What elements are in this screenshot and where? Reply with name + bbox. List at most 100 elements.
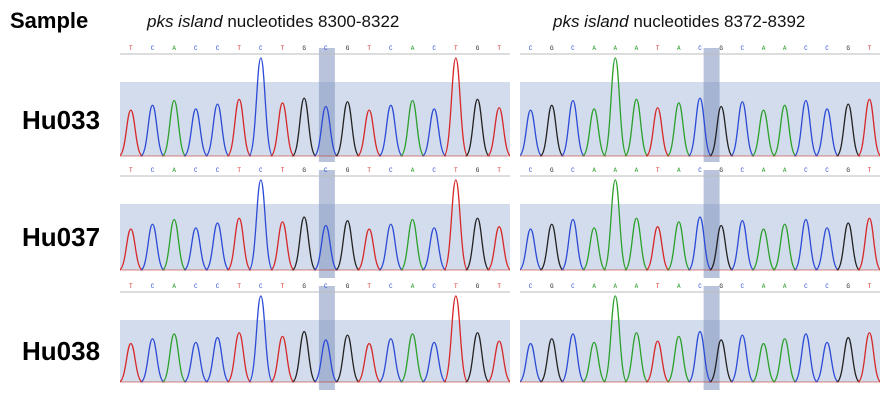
trace-peak	[539, 104, 565, 157]
base-call-letter: T	[454, 167, 458, 174]
quality-band	[520, 204, 880, 270]
trace-peak	[645, 226, 670, 271]
left-panel-title: pks island nucleotides 8300-8322	[147, 12, 399, 32]
trace-peak	[226, 217, 252, 271]
trace-peak	[183, 341, 209, 383]
base-call-letter: C	[432, 283, 436, 290]
trace-peak	[204, 336, 231, 383]
base-call-letter: C	[151, 45, 155, 52]
variant-highlight-column	[703, 48, 720, 164]
trace-peak	[269, 102, 296, 157]
variant-highlight-column	[703, 286, 720, 390]
base-call-letter: A	[411, 45, 415, 52]
base-call-letter: T	[367, 45, 371, 52]
base-call-letter: C	[259, 45, 263, 52]
trace-peak	[624, 98, 649, 157]
base-call-letter: A	[172, 45, 176, 52]
base-call-letter: T	[497, 283, 501, 290]
base-call-letter: A	[613, 167, 617, 174]
base-call-letter: G	[476, 167, 480, 174]
trace-peak	[539, 338, 565, 383]
base-call-letter: G	[550, 167, 554, 174]
base-call-letter: C	[259, 167, 263, 174]
trace-peak	[291, 330, 317, 383]
trace-peak	[857, 98, 880, 157]
sample-label-hu037: Hu037	[22, 222, 101, 252]
base-call-letter: C	[698, 283, 702, 290]
base-call-letter: G	[302, 283, 306, 290]
trace-peak	[248, 295, 274, 383]
trace-peak	[793, 99, 819, 157]
trace-peak	[464, 332, 491, 383]
base-call-letter: G	[550, 283, 554, 290]
trace-peak	[291, 97, 317, 157]
trace-peak	[204, 103, 231, 157]
base-call-letter: C	[324, 45, 328, 52]
trace-peak	[772, 338, 797, 383]
base-call-letter: A	[592, 283, 596, 290]
base-call-letter: A	[677, 45, 681, 52]
trace-peak	[857, 217, 880, 271]
trace-peak	[161, 333, 187, 383]
trace-peak	[520, 342, 543, 383]
trace-peak	[378, 104, 404, 157]
trace-peak	[269, 335, 296, 383]
trace-peak	[666, 221, 692, 271]
trace-peak	[313, 339, 339, 383]
trace-peak	[687, 97, 713, 157]
quality-band	[120, 82, 510, 156]
trace-peak	[183, 108, 209, 157]
trace-peak	[666, 335, 692, 383]
base-call-letter: T	[129, 45, 133, 52]
trace-peak	[708, 224, 734, 271]
base-call-letter: C	[741, 45, 745, 52]
quality-band	[520, 320, 880, 382]
trace-peak	[248, 179, 274, 271]
trace-peak	[581, 108, 607, 157]
trace-peak	[378, 338, 404, 383]
trace-peak	[730, 334, 755, 383]
quality-band	[520, 82, 880, 156]
trace-peak	[708, 339, 734, 383]
trace-peak	[378, 223, 404, 271]
base-call-letter: A	[172, 283, 176, 290]
trace-peak	[139, 104, 166, 157]
trace-peak	[624, 217, 649, 271]
trace-peak	[603, 57, 628, 157]
trace-peak	[645, 107, 670, 157]
base-call-letter: C	[698, 167, 702, 174]
base-call-letter: A	[677, 167, 681, 174]
base-call-letter: C	[151, 283, 155, 290]
trace-peak	[161, 218, 187, 271]
right-panel-title: pks island nucleotides 8372-8392	[553, 12, 805, 32]
trace-peak	[560, 218, 586, 271]
trace-peak	[708, 105, 734, 157]
trace-peak	[645, 340, 670, 383]
trace-peak	[421, 227, 447, 271]
trace-peak	[291, 216, 317, 271]
trace-peak	[334, 334, 361, 383]
base-call-letter: G	[719, 283, 723, 290]
base-call-letter: T	[367, 283, 371, 290]
base-call-letter: T	[281, 283, 285, 290]
base-call-letter: C	[389, 167, 393, 174]
base-call-letter: T	[868, 45, 872, 52]
base-call-letter: C	[194, 45, 198, 52]
base-call-letter: G	[476, 283, 480, 290]
trace-peak	[399, 218, 426, 271]
base-call-letter: C	[389, 283, 393, 290]
trace-peak	[687, 330, 713, 383]
base-call-letter: C	[216, 45, 220, 52]
trace-peak	[399, 99, 426, 157]
base-call-letter: C	[571, 283, 575, 290]
base-call-letter: A	[613, 283, 617, 290]
quality-band	[120, 204, 510, 270]
trace-peak	[204, 222, 231, 271]
base-call-letter: T	[454, 283, 458, 290]
trace-peak	[835, 336, 861, 383]
